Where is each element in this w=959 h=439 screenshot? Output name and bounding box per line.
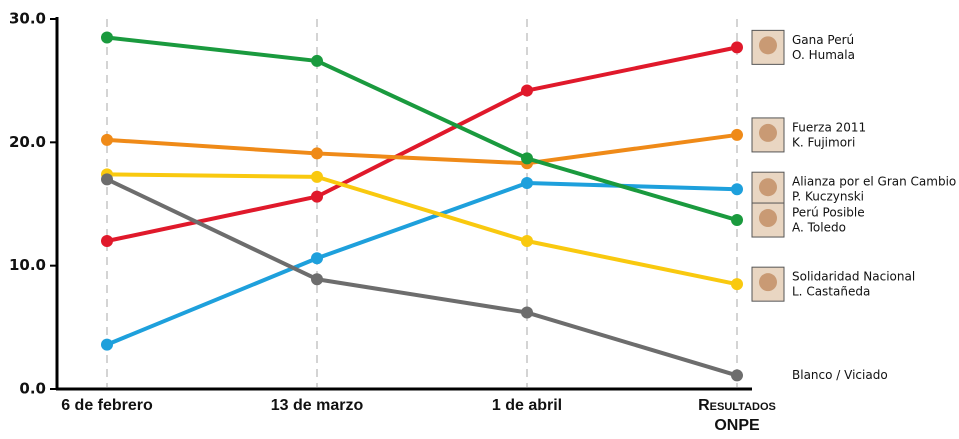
- legend-photo: [751, 202, 785, 238]
- data-point: [731, 128, 743, 141]
- x-tick-label: 1 de abril: [491, 397, 563, 414]
- data-point: [311, 147, 323, 160]
- data-point: [101, 173, 113, 186]
- series-line: [106, 45, 738, 243]
- data-point: [311, 273, 323, 286]
- legend-sublabel: A. Toledo: [792, 221, 846, 235]
- legend-photo-face: [759, 273, 777, 292]
- legend-photo-face: [759, 178, 777, 197]
- legend-label: Solidaridad Nacional: [792, 270, 915, 284]
- data-point: [521, 152, 533, 165]
- series-line: [106, 132, 738, 166]
- data-point: [731, 41, 743, 54]
- legend-label: Fuerza 2011: [792, 120, 866, 134]
- legend-label: Alianza por el Gran Cambio: [792, 175, 956, 189]
- x-tick-label: 13 de marzo: [270, 397, 364, 414]
- series-line: [106, 172, 738, 287]
- y-tick-label: 10.0: [9, 256, 46, 274]
- data-point: [311, 252, 323, 265]
- legend-label: Perú Posible: [792, 206, 865, 220]
- legend-label: Gana Perú: [792, 33, 854, 47]
- legend-photo-face: [759, 123, 777, 142]
- data-point: [311, 190, 323, 203]
- data-point: [731, 278, 743, 291]
- legend-photo-face: [759, 209, 777, 228]
- y-tick-label: 0.0: [19, 380, 46, 398]
- data-point: [731, 369, 743, 382]
- data-point: [521, 84, 533, 97]
- series-line: [106, 35, 738, 222]
- legend-label: Blanco / Viciado: [792, 368, 888, 382]
- legend-sublabel: P. Kuczynski: [792, 190, 864, 204]
- data-point: [731, 183, 743, 196]
- x-tick-label: 6 de febrero: [61, 397, 153, 414]
- data-point: [311, 54, 323, 67]
- data-point: [521, 235, 533, 247]
- series-line: [106, 181, 738, 347]
- y-tick-label: 30.0: [9, 10, 46, 28]
- legend-photo: [751, 171, 785, 207]
- legend-sublabel: K. Fujimori: [792, 135, 855, 149]
- series-line: [106, 177, 738, 378]
- data-point: [311, 170, 323, 183]
- legend-photo-face: [759, 36, 777, 55]
- data-point: [101, 338, 113, 351]
- data-point: [521, 177, 533, 190]
- x-tick-label: Resultados ONPE: [698, 397, 776, 434]
- data-point: [101, 133, 113, 146]
- data-point: [731, 214, 743, 227]
- data-point: [101, 235, 113, 247]
- data-point: [101, 31, 113, 44]
- data-point: [521, 306, 533, 319]
- legend-sublabel: O. Humala: [792, 48, 855, 62]
- y-tick-label: 20.0: [9, 133, 46, 151]
- legend-sublabel: L. Castañeda: [792, 285, 870, 299]
